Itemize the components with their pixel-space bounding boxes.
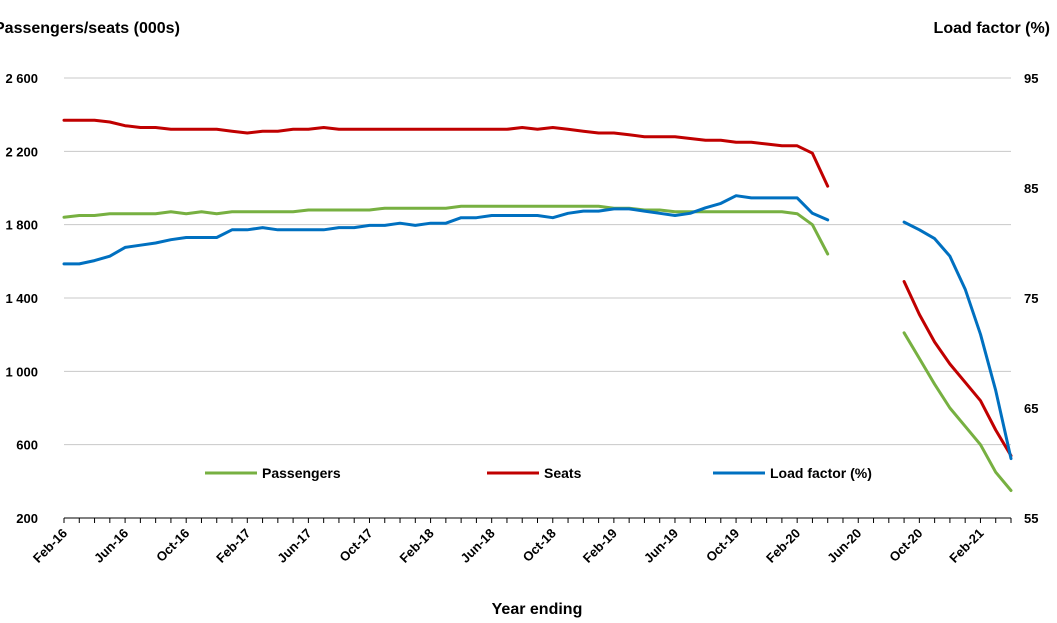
x-tick-label: Oct-20 bbox=[886, 526, 925, 565]
series-lines bbox=[62, 118, 1013, 492]
gridlines bbox=[64, 77, 1011, 446]
y-right-tick-label: 85 bbox=[1024, 181, 1038, 196]
y-left-tick-label: 2 200 bbox=[5, 144, 38, 159]
x-tick-label: Jun-17 bbox=[274, 526, 314, 566]
x-tick-label: Oct-17 bbox=[336, 526, 375, 565]
legend-label: Passengers bbox=[262, 465, 341, 481]
x-tick-label: Oct-18 bbox=[520, 526, 559, 565]
y-right-tick-label: 55 bbox=[1024, 511, 1038, 526]
y-left-tick-label: 1 400 bbox=[5, 291, 38, 306]
x-tick-label: Jun-18 bbox=[458, 526, 498, 566]
series-line bbox=[62, 194, 1013, 461]
x-tick-label: Feb-21 bbox=[946, 526, 986, 566]
legend: Passengers Seats Load factor (%) bbox=[205, 465, 872, 481]
y-left-tick-label: 600 bbox=[16, 438, 38, 453]
x-tick-label: Feb-17 bbox=[213, 526, 253, 566]
x-tick-label: Feb-16 bbox=[30, 526, 70, 566]
y-right-axis-title: Load factor (%) bbox=[934, 20, 1050, 37]
y-left-tick-label: 1 800 bbox=[5, 218, 38, 233]
y-left-tick-label: 2 600 bbox=[5, 71, 38, 86]
x-axis-title: Year ending bbox=[492, 601, 583, 618]
x-tick-label: Feb-18 bbox=[396, 526, 436, 566]
y-right-tick-label: 65 bbox=[1024, 401, 1038, 416]
y-left-tick-label: 1 000 bbox=[5, 364, 38, 379]
x-tick-label: Oct-19 bbox=[703, 526, 742, 565]
series-line bbox=[62, 204, 1013, 492]
legend-label: Load factor (%) bbox=[770, 465, 872, 481]
x-tick-label: Jun-16 bbox=[91, 526, 131, 566]
x-tick-label: Feb-20 bbox=[763, 526, 803, 566]
x-tick-label: Jun-19 bbox=[641, 526, 681, 566]
x-tick-label: Oct-16 bbox=[153, 526, 192, 565]
series-line bbox=[62, 118, 1013, 458]
axes: 200 600 1 000 1 400 1 800 2 200 2 600 55 65 75 85 9… bbox=[5, 71, 1038, 566]
x-tick-label: Feb-19 bbox=[580, 526, 620, 566]
y-right-tick-label: 95 bbox=[1024, 71, 1038, 86]
legend-label: Seats bbox=[544, 465, 582, 481]
y-left-axis-title: Passengers/seats (000s) bbox=[0, 20, 180, 37]
y-left-tick-label: 200 bbox=[16, 511, 38, 526]
y-right-tick-label: 75 bbox=[1024, 291, 1038, 306]
x-tick-label: Jun-20 bbox=[824, 526, 864, 566]
